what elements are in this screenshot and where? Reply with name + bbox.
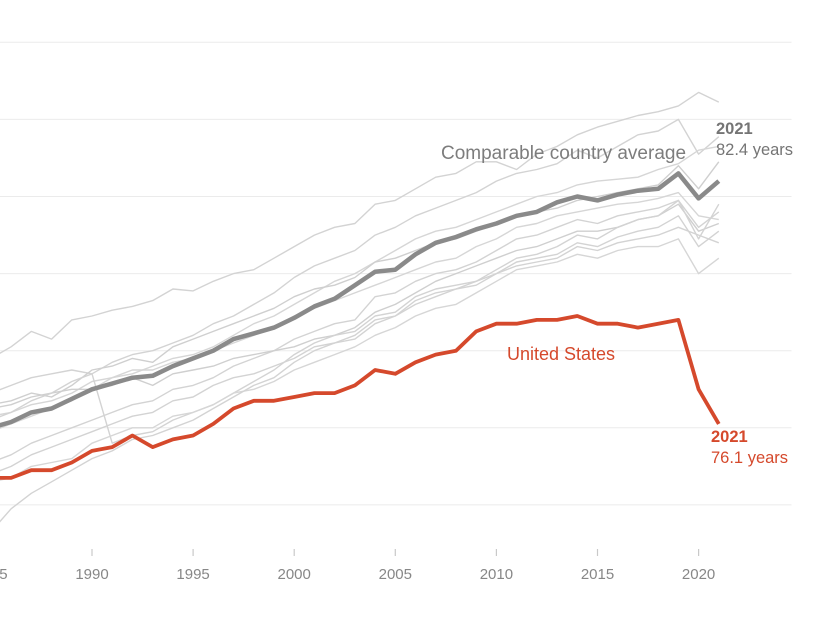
x-axis-tick-label: 2020 — [682, 566, 715, 583]
line-comparable-country-5 — [0, 199, 720, 460]
comparable-average-line-label: Comparable country average — [441, 143, 687, 164]
avg-annotation-value: 82.4 years — [716, 141, 794, 159]
line-us — [0, 314, 721, 480]
line-comparable-average — [0, 171, 721, 428]
line-comparable-country-3 — [0, 145, 719, 429]
comparable-average-endpoint-annotation: 2021 82.4 years — [716, 119, 793, 161]
x-axis-tick-label: 2000 — [278, 566, 311, 583]
line-comparable-country-8 — [0, 199, 720, 472]
x-axis-tick-label: 2005 — [379, 566, 412, 583]
line-comparable-country-1 — [0, 91, 720, 354]
x-axis-tick-label: 2015 — [581, 566, 614, 583]
united-states-endpoint-annotation: 2021 76.1 years — [711, 427, 788, 469]
us-annotation-value: 76.1 years — [711, 449, 789, 467]
x-axis-tick-label: 1995 — [176, 566, 209, 583]
x-axis-tick-label: 1985 — [0, 566, 8, 583]
line-comparable-country-6 — [0, 191, 719, 416]
line-comparable-country-11 — [0, 215, 720, 523]
line-comparable-country-4 — [0, 161, 720, 404]
avg-annotation-year: 2021 — [716, 120, 753, 138]
x-axis-tick-label: 1990 — [75, 566, 108, 583]
line-comparable-country-10 — [0, 238, 720, 481]
united-states-line-label: United States — [507, 344, 616, 364]
line-comparable-country-2 — [0, 118, 720, 391]
line-comparable-country-9 — [0, 226, 720, 444]
us-annotation-year: 2021 — [711, 428, 748, 446]
x-axis-tick-label: 2010 — [480, 566, 513, 583]
